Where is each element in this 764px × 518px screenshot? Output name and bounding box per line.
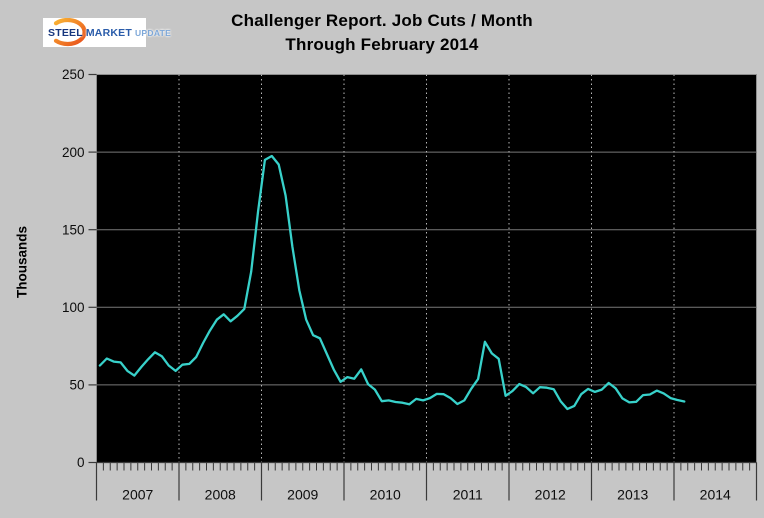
vertical-gridlines	[178, 74, 675, 463]
job-cuts-data-line	[98, 154, 686, 411]
logo-swoosh-icon	[53, 18, 87, 47]
year-label-2011: 2011	[453, 487, 483, 503]
y-tick-label-200: 200	[62, 145, 85, 160]
logo-word-steel: STEEL	[48, 26, 83, 39]
logo-word-update: UPDATE	[134, 27, 172, 38]
y-tick-label-0: 0	[77, 455, 85, 470]
y-tick-label-100: 100	[62, 300, 85, 315]
smu-logo: STEEL MARKET UPDATE	[43, 18, 171, 47]
logo-text: STEEL MARKET UPDATE	[48, 18, 171, 47]
y-tick-label-50: 50	[69, 378, 84, 393]
year-label-2009: 2009	[287, 487, 318, 503]
chart-title: Challenger Report. Job Cuts / Month Thro…	[0, 9, 764, 57]
y-axis: 0 50 100 150 200 250	[62, 67, 97, 470]
logo-word-market: MARKET	[85, 26, 132, 39]
year-label-2012: 2012	[535, 487, 566, 503]
y-tick-label-150: 150	[62, 222, 85, 237]
chart-title-line2: Through February 2014	[285, 35, 479, 55]
year-label-2013: 2013	[617, 487, 648, 503]
chart-title-line1: Challenger Report. Job Cuts / Month	[231, 11, 533, 30]
year-label-2010: 2010	[370, 487, 401, 503]
y-tick-label-250: 250	[62, 67, 85, 82]
x-axis: 2007 2008 2009 2010 2011 2012 2013 2014	[95, 461, 758, 503]
year-label-2014: 2014	[700, 487, 731, 503]
year-label-2008: 2008	[205, 487, 236, 503]
year-label-2007: 2007	[122, 487, 153, 503]
